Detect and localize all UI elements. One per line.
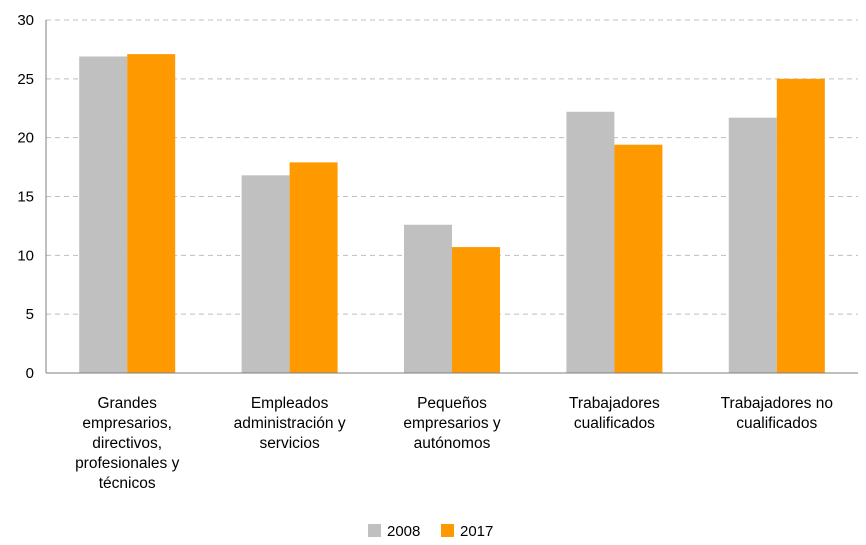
category-label: Grandes empresarios, directivos, profesiona… (75, 395, 180, 492)
bar-2017 (452, 247, 500, 373)
bar-2008 (404, 224, 452, 373)
bar-2008 (566, 111, 615, 373)
legend-swatch-2017 (441, 524, 454, 537)
category-label: Empleados administración y servicios (234, 395, 346, 452)
category-label: Trabajadores no cualificados (721, 395, 833, 432)
y-tick-label: 5 (26, 306, 34, 323)
legend: 2008 2017 (368, 523, 493, 540)
legend-swatch-2008 (368, 524, 381, 537)
y-tick-label: 0 (26, 365, 34, 382)
bar-2017 (127, 54, 176, 374)
bar-2008 (79, 56, 128, 374)
bar-2017 (614, 144, 663, 373)
y-tick-label: 20 (17, 130, 34, 147)
gridlines (46, 19, 858, 315)
x-axis-category-labels: Grandes empresarios, directivos, profesiona… (75, 395, 833, 492)
y-tick-label: 15 (17, 189, 34, 206)
y-axis-ticks: 0 5 10 15 20 25 30 (17, 12, 34, 382)
bar-2008 (241, 175, 290, 373)
legend-label-2008: 2008 (387, 523, 420, 540)
legend-label-2017: 2017 (460, 523, 493, 540)
category-label: Trabajadores cualificados (569, 395, 660, 432)
bar-2017 (289, 162, 338, 373)
bar-2008 (728, 117, 777, 373)
y-tick-label: 25 (17, 71, 34, 88)
category-label: Pequeños empresarios y autónomos (403, 395, 501, 452)
y-tick-label: 10 (17, 247, 34, 264)
bars (79, 54, 825, 374)
bar-2017 (776, 78, 825, 373)
y-tick-label: 30 (17, 12, 34, 29)
